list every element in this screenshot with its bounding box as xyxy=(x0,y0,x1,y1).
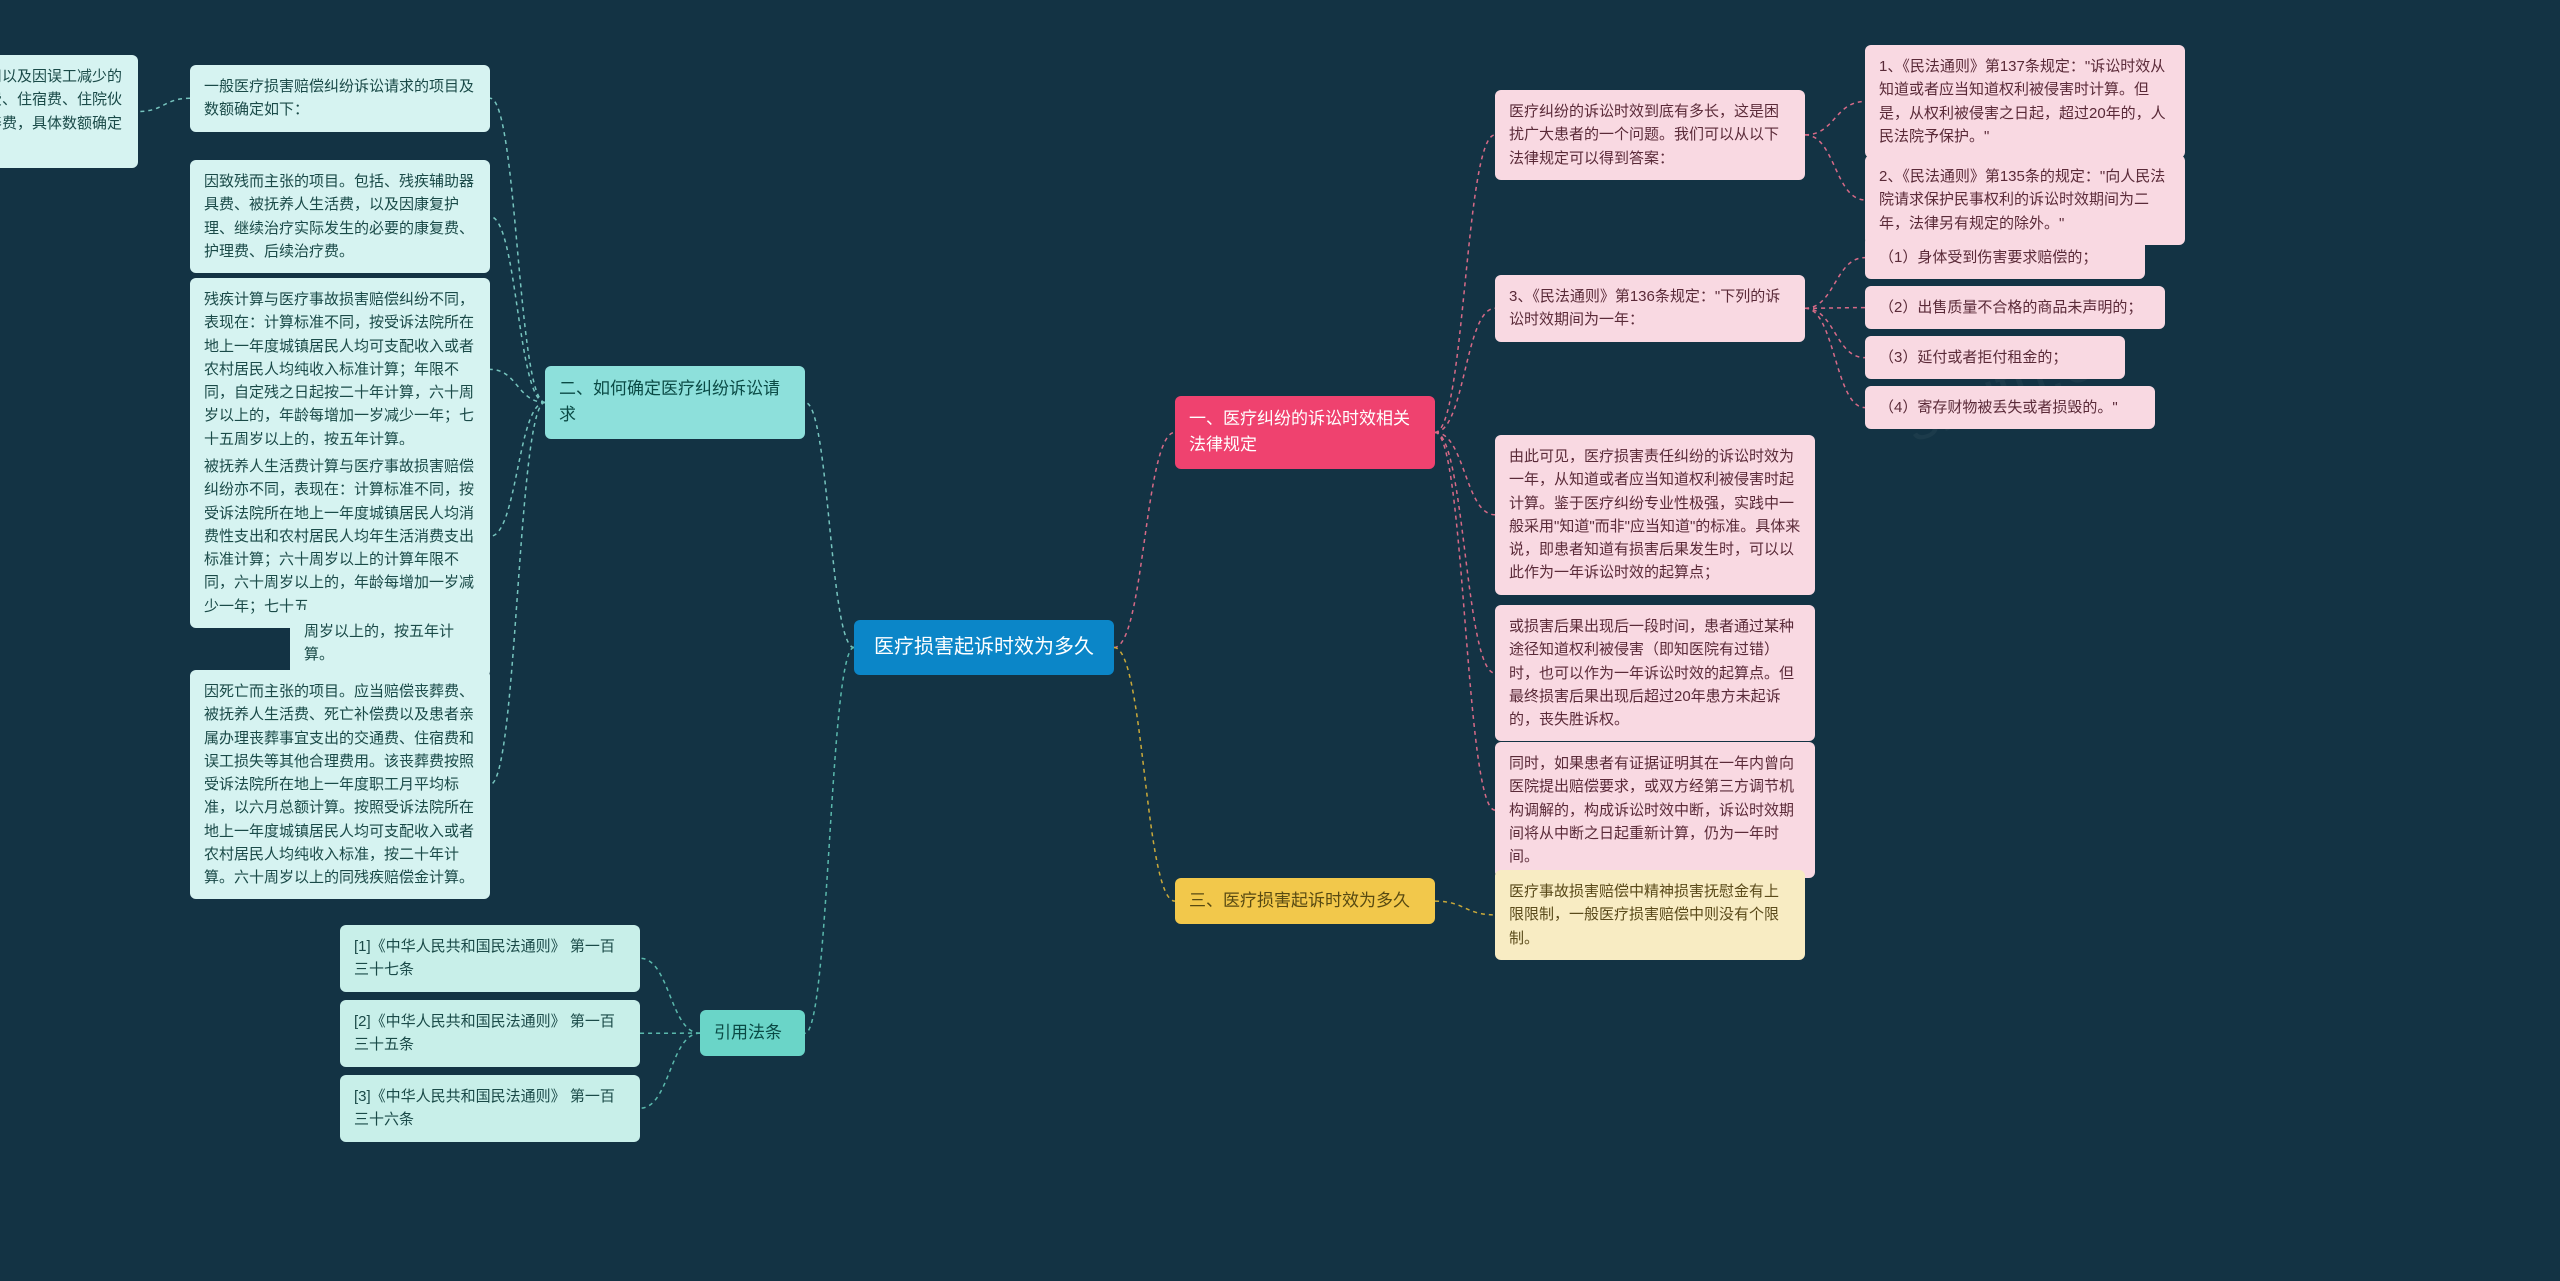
mindmap-node: 因就医治疗支出的费用以及因误工减少的收入。包括、、、交通费、住宿费、住院伙食补助… xyxy=(0,55,138,168)
mindmap-node: [3]《中华人民共和国民法通则》 第一百三十六条 xyxy=(340,1075,640,1142)
mindmap-node: 引用法条 xyxy=(700,1010,805,1056)
mindmap-node: 3、《民法通则》第136条规定："下列的诉讼时效期间为一年： xyxy=(1495,275,1805,342)
mindmap-node: 周岁以上的，按五年计算。 xyxy=(290,610,490,677)
mindmap-node: （2）出售质量不合格的商品未声明的； xyxy=(1865,286,2165,329)
mindmap-node: 因死亡而主张的项目。应当赔偿丧葬费、被抚养人生活费、死亡补偿费以及患者亲属办理丧… xyxy=(190,670,490,899)
mindmap-node: [2]《中华人民共和国民法通则》 第一百三十五条 xyxy=(340,1000,640,1067)
mindmap-node: 二、如何确定医疗纠纷诉讼请求 xyxy=(545,366,805,439)
mindmap-node: （1）身体受到伤害要求赔偿的； xyxy=(1865,236,2145,279)
mindmap-node: 残疾计算与医疗事故损害赔偿纠纷不同，表现在：计算标准不同，按受诉法院所在地上一年… xyxy=(190,278,490,461)
mindmap-node: 一般医疗损害赔偿纠纷诉讼请求的项目及数额确定如下： xyxy=(190,65,490,132)
mindmap-node: 1、《民法通则》第137条规定："诉讼时效从知道或者应当知道权利被侵害时计算。但… xyxy=(1865,45,2185,158)
mindmap-node: 或损害后果出现后一段时间，患者通过某种途径知道权利被侵害（即知医院有过错）时，也… xyxy=(1495,605,1815,741)
root-node: 医疗损害起诉时效为多久 xyxy=(854,620,1114,675)
mindmap-node: 同时，如果患者有证据证明其在一年内曾向医院提出赔偿要求，或双方经第三方调节机构调… xyxy=(1495,742,1815,878)
mindmap-node: （3）延付或者拒付租金的； xyxy=(1865,336,2125,379)
mindmap-node: 三、医疗损害起诉时效为多久 xyxy=(1175,878,1435,924)
mindmap-node: 医疗纠纷的诉讼时效到底有多长，这是困扰广大患者的一个问题。我们可以从以下法律规定… xyxy=(1495,90,1805,180)
mindmap-node: 一、医疗纠纷的诉讼时效相关法律规定 xyxy=(1175,396,1435,469)
mindmap-node: 医疗事故损害赔偿中精神损害抚慰金有上限限制，一般医疗损害赔偿中则没有个限制。 xyxy=(1495,870,1805,960)
mindmap-node: [1]《中华人民共和国民法通则》 第一百三十七条 xyxy=(340,925,640,992)
mindmap-node: 被抚养人生活费计算与医疗事故损害赔偿纠纷亦不同，表现在：计算标准不同，按受诉法院… xyxy=(190,445,490,628)
watermark: shutu.cn xyxy=(1895,313,2132,455)
mindmap-node: 2、《民法通则》第135条的规定："向人民法院请求保护民事权利的诉讼时效期间为二… xyxy=(1865,155,2185,245)
mindmap-node: （4）寄存财物被丢失或者损毁的。" xyxy=(1865,386,2155,429)
mindmap-node: 因致残而主张的项目。包括、残疾辅助器具费、被抚养人生活费，以及因康复护理、继续治… xyxy=(190,160,490,273)
mindmap-node: 由此可见，医疗损害责任纠纷的诉讼时效为一年，从知道或者应当知道权利被侵害时起计算… xyxy=(1495,435,1815,595)
